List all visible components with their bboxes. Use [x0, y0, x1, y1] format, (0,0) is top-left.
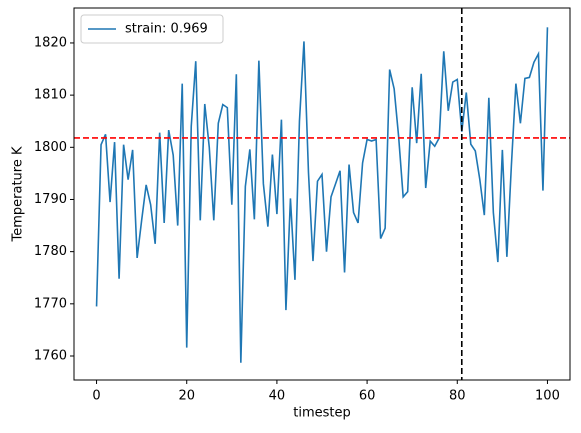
x-tick-label: 60	[359, 389, 376, 404]
x-tick-label: 100	[535, 389, 560, 404]
y-tick-label: 1800	[34, 140, 67, 155]
y-tick-label: 1790	[34, 192, 67, 207]
y-tick-label: 1810	[34, 88, 67, 103]
x-axis-label: timestep	[293, 406, 351, 421]
y-axis-label: Temperature K	[11, 146, 26, 242]
y-tick-label: 1820	[34, 35, 67, 50]
x-tick-label: 0	[92, 389, 100, 404]
legend-box	[80, 14, 224, 44]
legend-label: strain: 0.969	[125, 22, 208, 37]
x-tick-label: 80	[449, 389, 466, 404]
plot-frame	[73, 7, 571, 381]
data-line	[95, 27, 549, 363]
y-tick-label: 1760	[34, 349, 67, 364]
x-tick-label: 20	[178, 389, 195, 404]
x-tick-label: 40	[269, 389, 286, 404]
y-tick-label: 1780	[34, 244, 67, 259]
y-tick-label: 1770	[34, 296, 67, 311]
